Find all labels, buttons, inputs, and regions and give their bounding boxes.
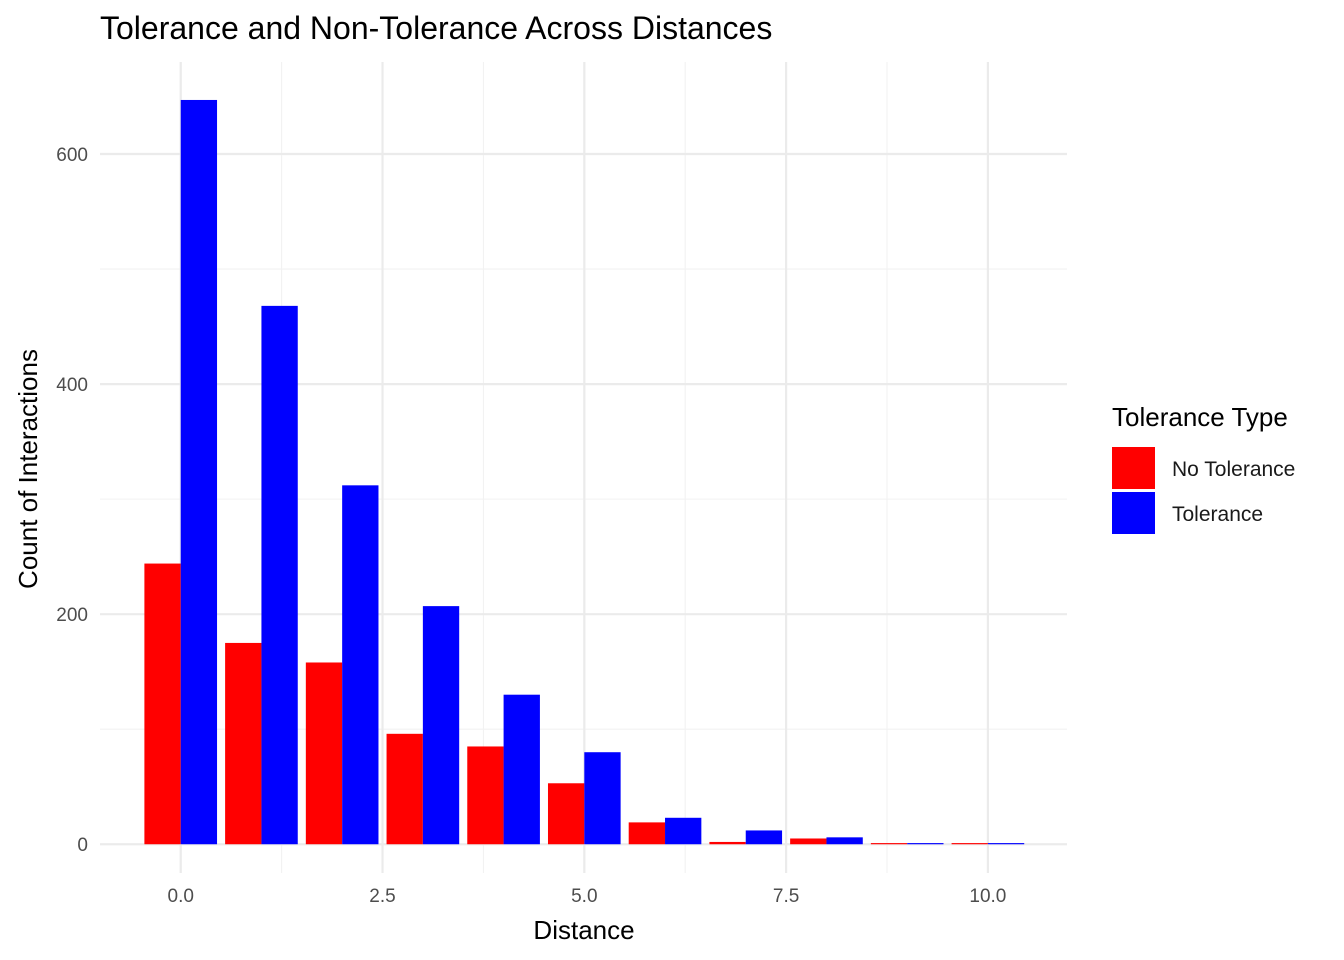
bar-tolerance <box>665 817 702 845</box>
y-tick-label: 0 <box>77 835 88 856</box>
y-tick-label: 200 <box>56 605 88 626</box>
y-tick-label: 400 <box>56 375 88 396</box>
bar-no-tolerance <box>951 843 988 845</box>
bar-no-tolerance <box>870 843 908 845</box>
legend: Tolerance Type No Tolerance Tolerance <box>1112 402 1295 534</box>
legend-key <box>1112 492 1155 534</box>
bar-tolerance <box>987 843 1025 845</box>
x-tick-label: 0.0 <box>168 886 194 907</box>
x-axis-title: Distance <box>533 915 634 945</box>
bar-tolerance <box>261 305 298 845</box>
x-axis-ticks: 0.0 2.5 5.0 7.5 10.0 <box>168 886 1007 907</box>
bar-tolerance <box>422 606 460 845</box>
bar-tolerance <box>342 485 379 845</box>
legend-title: Tolerance Type <box>1112 402 1288 432</box>
bar-tolerance <box>503 694 540 845</box>
bar-tolerance <box>826 837 863 845</box>
x-tick-label: 5.0 <box>571 886 597 907</box>
bar-no-tolerance <box>386 733 423 845</box>
bar-tolerance <box>584 752 621 845</box>
bar-no-tolerance <box>709 841 746 845</box>
bar-no-tolerance <box>790 838 827 845</box>
x-tick-label: 7.5 <box>773 886 799 907</box>
legend-label: Tolerance <box>1172 503 1263 526</box>
bars <box>144 99 1025 845</box>
bar-no-tolerance <box>144 563 181 845</box>
y-axis-ticks: 0 200 400 600 <box>56 145 88 856</box>
legend-label: No Tolerance <box>1172 458 1295 481</box>
bar-no-tolerance <box>225 642 262 845</box>
legend-key <box>1112 447 1155 489</box>
x-tick-label: 2.5 <box>369 886 395 907</box>
bar-tolerance <box>180 99 218 845</box>
bar-no-tolerance <box>467 746 504 845</box>
bar-tolerance <box>745 830 783 845</box>
y-axis-title: Count of Interactions <box>13 349 43 589</box>
y-tick-label: 600 <box>56 145 88 166</box>
bar-tolerance <box>907 843 944 845</box>
x-tick-label: 10.0 <box>969 886 1006 907</box>
bar-no-tolerance <box>305 662 343 845</box>
chart-title: Tolerance and Non-Tolerance Across Dista… <box>100 10 772 46</box>
legend-items: No Tolerance Tolerance <box>1112 447 1295 534</box>
bar-no-tolerance <box>547 783 585 845</box>
bar-no-tolerance <box>628 822 666 845</box>
